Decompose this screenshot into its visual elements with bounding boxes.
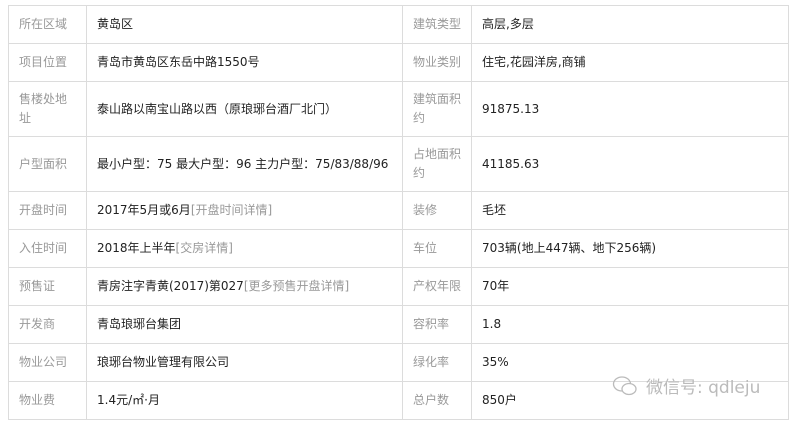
field-label-text: 预售证 — [19, 279, 56, 293]
field-label-text: 售楼处地址 — [19, 92, 68, 125]
field-label: 产权年限 — [402, 267, 472, 306]
wechat-icon — [612, 375, 637, 395]
field-label-text: 开发商 — [19, 317, 56, 331]
field-value: 最小户型：75 最大户型：96 主力户型：75/83/88/96 — [86, 136, 403, 192]
field-label: 物业费 — [8, 381, 87, 420]
field-label-text: 项目位置 — [19, 55, 68, 69]
table-row: 入住时间 2018年上半年[交房详情] 车位 703辆(地上447辆、地下256辆) — [8, 229, 789, 268]
field-label: 总户数 — [402, 381, 472, 420]
field-value: 青岛市黄岛区东岳中路1550号 — [86, 43, 403, 82]
field-value: 青岛琅琊台集团 — [86, 305, 403, 344]
field-value: 青房注字青黄(2017)第027[更多预售开盘详情] — [86, 267, 403, 306]
field-label-text: 建筑类型 — [413, 17, 462, 31]
field-label: 户型面积 — [8, 136, 87, 192]
field-value-text: 1.8 — [482, 317, 502, 331]
details-link[interactable]: [交房详情] — [175, 241, 233, 255]
field-label-text: 占地面积约 — [413, 147, 462, 180]
field-value-text: 91875.13 — [482, 101, 540, 116]
field-label: 物业类别 — [402, 43, 472, 82]
field-label: 占地面积约 — [402, 136, 472, 192]
field-label: 车位 — [402, 229, 472, 268]
field-label: 开发商 — [8, 305, 87, 344]
field-value: 琅琊台物业管理有限公司 — [86, 343, 403, 382]
field-value-text: 2017年5月或6月 — [97, 203, 191, 217]
field-label: 绿化率 — [402, 343, 472, 382]
field-label-text: 户型面积 — [19, 156, 68, 171]
property-info-table: 所在区域 黄岛区 建筑类型 高层,多层项目位置 青岛市黄岛区东岳中路1550号 物业类别 住… — [8, 5, 789, 420]
field-value-text: 850户 — [482, 393, 517, 407]
field-value: 2017年5月或6月[开盘时间详情] — [86, 191, 403, 230]
field-value-text: 最小户型：75 最大户型：96 主力户型：75/83/88/96 — [97, 156, 389, 171]
field-label-text: 物业公司 — [19, 355, 68, 369]
field-value: 毛坯 — [471, 191, 789, 230]
field-label: 建筑类型 — [402, 5, 472, 44]
field-label: 装修 — [402, 191, 472, 230]
field-label: 所在区域 — [8, 5, 87, 44]
details-link[interactable]: [开盘时间详情] — [190, 203, 273, 217]
field-label-text: 所在区域 — [19, 17, 68, 31]
field-label-text: 开盘时间 — [19, 203, 68, 217]
table-row: 开盘时间 2017年5月或6月[开盘时间详情] 装修 毛坯 — [8, 191, 789, 230]
field-label: 容积率 — [402, 305, 472, 344]
field-value: 703辆(地上447辆、地下256辆) — [471, 229, 789, 268]
table-row: 项目位置 青岛市黄岛区东岳中路1550号 物业类别 住宅,花园洋房,商铺 — [8, 43, 789, 82]
field-value-text: 41185.63 — [482, 156, 540, 171]
field-value-text: 2018年上半年 — [97, 241, 176, 255]
field-label: 项目位置 — [8, 43, 87, 82]
field-label-text: 总户数 — [413, 393, 450, 407]
field-value-text: 黄岛区 — [97, 17, 134, 31]
watermark-text: 微信号: qdleju — [646, 378, 761, 398]
details-link[interactable]: [更多预售开盘详情] — [243, 279, 350, 293]
field-value-text: 泰山路以南宝山路以西（原琅琊台酒厂北门） — [97, 101, 338, 116]
field-value: 41185.63 — [471, 136, 789, 192]
field-label: 售楼处地址 — [8, 81, 87, 137]
field-value-text: 35% — [482, 355, 509, 369]
field-label: 预售证 — [8, 267, 87, 306]
field-value-text: 1.4元/㎡·月 — [97, 393, 160, 407]
table-row: 开发商 青岛琅琊台集团 容积率 1.8 — [8, 305, 789, 344]
field-value-text: 青岛市黄岛区东岳中路1550号 — [97, 55, 260, 69]
field-value-text: 703辆(地上447辆、地下256辆) — [482, 241, 657, 255]
field-value-text: 毛坯 — [482, 203, 507, 217]
table-row: 所在区域 黄岛区 建筑类型 高层,多层 — [8, 5, 789, 44]
field-value: 黄岛区 — [86, 5, 403, 44]
field-value: 2018年上半年[交房详情] — [86, 229, 403, 268]
field-label: 建筑面积约 — [402, 81, 472, 137]
table-row: 售楼处地址 泰山路以南宝山路以西（原琅琊台酒厂北门） 建筑面积约 91875.13 — [8, 81, 789, 137]
watermark: 微信号: qdleju — [612, 373, 760, 398]
field-value-text: 高层,多层 — [482, 17, 534, 31]
field-value: 住宅,花园洋房,商铺 — [471, 43, 789, 82]
field-value: 70年 — [471, 267, 789, 306]
field-value: 泰山路以南宝山路以西（原琅琊台酒厂北门） — [86, 81, 403, 137]
field-value: 35% — [471, 343, 789, 382]
field-label: 入住时间 — [8, 229, 87, 268]
field-value-text: 琅琊台物业管理有限公司 — [97, 355, 230, 369]
table-row: 物业公司 琅琊台物业管理有限公司 绿化率 35% — [8, 343, 789, 382]
field-value: 1.8 — [471, 305, 789, 344]
field-value: 1.4元/㎡·月 — [86, 381, 403, 420]
field-label: 开盘时间 — [8, 191, 87, 230]
field-value-text: 住宅,花园洋房,商铺 — [482, 55, 586, 69]
field-label-text: 车位 — [413, 241, 438, 255]
table-row: 户型面积 最小户型：75 最大户型：96 主力户型：75/83/88/96 占地面积… — [8, 136, 789, 192]
field-label-text: 容积率 — [413, 317, 450, 331]
field-label-text: 建筑面积约 — [413, 92, 462, 125]
field-label-text: 物业类别 — [413, 55, 462, 69]
field-label-text: 入住时间 — [19, 241, 68, 255]
field-value: 91875.13 — [471, 81, 789, 137]
field-value-text: 70年 — [482, 279, 510, 293]
field-label: 物业公司 — [8, 343, 87, 382]
field-value: 高层,多层 — [471, 5, 789, 44]
field-label-text: 产权年限 — [413, 279, 462, 293]
field-value-text: 青房注字青黄(2017)第027 — [97, 279, 244, 293]
field-value-text: 青岛琅琊台集团 — [97, 317, 182, 331]
field-label-text: 物业费 — [19, 393, 56, 407]
table-row: 预售证 青房注字青黄(2017)第027[更多预售开盘详情] 产权年限 70年 — [8, 267, 789, 306]
field-label-text: 绿化率 — [413, 355, 450, 369]
field-label-text: 装修 — [413, 203, 438, 217]
